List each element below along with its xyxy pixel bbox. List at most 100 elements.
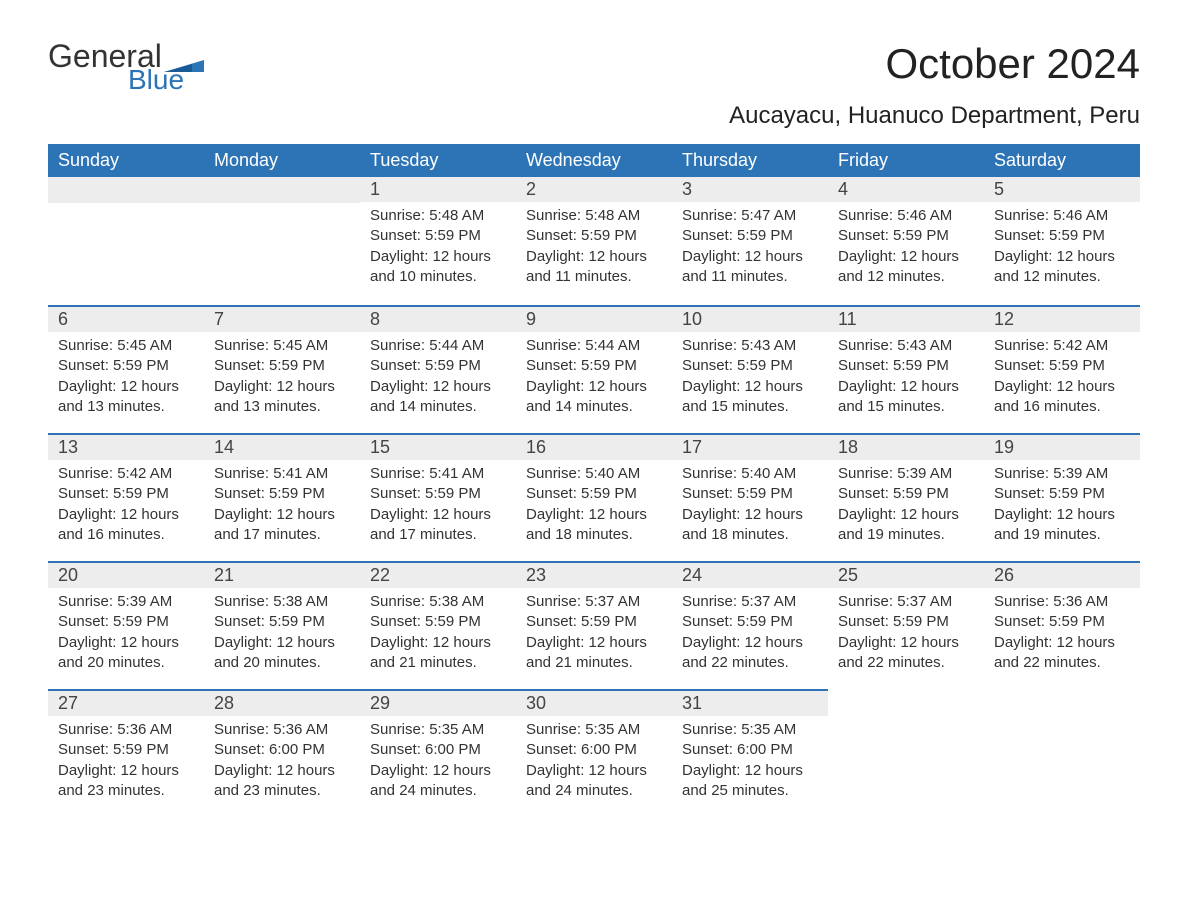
sunrise-line: Sunrise: 5:37 AM <box>526 592 662 612</box>
day-header: Saturday <box>984 144 1140 177</box>
day-body: Sunrise: 5:41 AMSunset: 5:59 PMDaylight:… <box>360 460 516 555</box>
day-body: Sunrise: 5:40 AMSunset: 5:59 PMDaylight:… <box>516 460 672 555</box>
calendar-week-row: 1Sunrise: 5:48 AMSunset: 5:59 PMDaylight… <box>48 177 1140 305</box>
sunset-line: Sunset: 5:59 PM <box>838 612 974 632</box>
empty-day-bar <box>204 177 360 203</box>
calendar-cell: 15Sunrise: 5:41 AMSunset: 5:59 PMDayligh… <box>360 433 516 561</box>
calendar-cell: 29Sunrise: 5:35 AMSunset: 6:00 PMDayligh… <box>360 689 516 817</box>
daylight-line: Daylight: 12 hours and 13 minutes. <box>58 377 194 418</box>
daylight-line: Daylight: 12 hours and 10 minutes. <box>370 247 506 288</box>
day-number: 2 <box>516 177 672 202</box>
page-title: October 2024 <box>885 40 1140 88</box>
calendar-cell: 16Sunrise: 5:40 AMSunset: 5:59 PMDayligh… <box>516 433 672 561</box>
daylight-line: Daylight: 12 hours and 18 minutes. <box>526 505 662 546</box>
calendar-cell <box>828 689 984 817</box>
sunset-line: Sunset: 5:59 PM <box>214 484 350 504</box>
sunset-line: Sunset: 5:59 PM <box>58 740 194 760</box>
empty-day-bar <box>48 177 204 203</box>
page-header: General Blue October 2024 <box>48 40 1140 94</box>
sunset-line: Sunset: 5:59 PM <box>994 612 1130 632</box>
calendar-cell: 6Sunrise: 5:45 AMSunset: 5:59 PMDaylight… <box>48 305 204 433</box>
calendar-cell: 25Sunrise: 5:37 AMSunset: 5:59 PMDayligh… <box>828 561 984 689</box>
day-number: 19 <box>984 433 1140 460</box>
daylight-line: Daylight: 12 hours and 16 minutes. <box>994 377 1130 418</box>
logo: General Blue <box>48 40 204 94</box>
sunrise-line: Sunrise: 5:35 AM <box>682 720 818 740</box>
calendar-cell: 10Sunrise: 5:43 AMSunset: 5:59 PMDayligh… <box>672 305 828 433</box>
daylight-line: Daylight: 12 hours and 12 minutes. <box>994 247 1130 288</box>
sunrise-line: Sunrise: 5:38 AM <box>214 592 350 612</box>
sunset-line: Sunset: 6:00 PM <box>682 740 818 760</box>
calendar-cell: 11Sunrise: 5:43 AMSunset: 5:59 PMDayligh… <box>828 305 984 433</box>
daylight-line: Daylight: 12 hours and 22 minutes. <box>994 633 1130 674</box>
day-number: 28 <box>204 689 360 716</box>
day-number: 8 <box>360 305 516 332</box>
daylight-line: Daylight: 12 hours and 24 minutes. <box>370 761 506 802</box>
day-header-row: Sunday Monday Tuesday Wednesday Thursday… <box>48 144 1140 177</box>
daylight-line: Daylight: 12 hours and 12 minutes. <box>838 247 974 288</box>
sunset-line: Sunset: 5:59 PM <box>526 612 662 632</box>
sunrise-line: Sunrise: 5:38 AM <box>370 592 506 612</box>
sunrise-line: Sunrise: 5:48 AM <box>526 206 662 226</box>
sunset-line: Sunset: 5:59 PM <box>682 484 818 504</box>
calendar-cell: 14 Sunrise: 5:41 AMSunset: 5:59 PMDayligh… <box>204 433 360 561</box>
calendar-cell <box>984 689 1140 817</box>
sunset-line: Sunset: 5:59 PM <box>994 226 1130 246</box>
day-header: Thursday <box>672 144 828 177</box>
sunrise-line: Sunrise: 5:44 AM <box>370 336 506 356</box>
calendar-cell: 30Sunrise: 5:35 AMSunset: 6:00 PMDayligh… <box>516 689 672 817</box>
sunrise-line: Sunrise: 5:40 AM <box>682 464 818 484</box>
daylight-line: Daylight: 12 hours and 14 minutes. <box>526 377 662 418</box>
day-body: Sunrise: 5:36 AMSunset: 6:00 PMDaylight:… <box>204 716 360 811</box>
sunrise-line: Sunrise: 5:39 AM <box>58 592 194 612</box>
sunset-line: Sunset: 5:59 PM <box>58 484 194 504</box>
sunrise-line: Sunrise: 5:42 AM <box>58 464 194 484</box>
sunset-line: Sunset: 5:59 PM <box>838 356 974 376</box>
sunrise-line: Sunrise: 5:36 AM <box>58 720 194 740</box>
day-number: 14 <box>204 433 360 460</box>
calendar-cell: 21Sunrise: 5:38 AMSunset: 5:59 PMDayligh… <box>204 561 360 689</box>
day-number: 12 <box>984 305 1140 332</box>
sunset-line: Sunset: 5:59 PM <box>526 356 662 376</box>
day-body: Sunrise: 5:36 AMSunset: 5:59 PMDaylight:… <box>48 716 204 811</box>
day-number: 15 <box>360 433 516 460</box>
day-number: 30 <box>516 689 672 716</box>
day-body: Sunrise: 5:38 AMSunset: 5:59 PMDaylight:… <box>360 588 516 683</box>
daylight-line: Daylight: 12 hours and 20 minutes. <box>214 633 350 674</box>
sunset-line: Sunset: 5:59 PM <box>682 356 818 376</box>
sunset-line: Sunset: 5:59 PM <box>526 226 662 246</box>
day-header: Wednesday <box>516 144 672 177</box>
day-body: Sunrise: 5:37 AMSunset: 5:59 PMDaylight:… <box>672 588 828 683</box>
daylight-line: Daylight: 12 hours and 17 minutes. <box>214 505 350 546</box>
sunset-line: Sunset: 5:59 PM <box>838 226 974 246</box>
calendar-cell: 8Sunrise: 5:44 AMSunset: 5:59 PMDaylight… <box>360 305 516 433</box>
calendar-cell: 1Sunrise: 5:48 AMSunset: 5:59 PMDaylight… <box>360 177 516 305</box>
sunset-line: Sunset: 6:00 PM <box>526 740 662 760</box>
daylight-line: Daylight: 12 hours and 19 minutes. <box>994 505 1130 546</box>
day-number: 27 <box>48 689 204 716</box>
day-number: 26 <box>984 561 1140 588</box>
day-body: Sunrise: 5:35 AMSunset: 6:00 PMDaylight:… <box>672 716 828 811</box>
day-body: Sunrise: 5:38 AMSunset: 5:59 PMDaylight:… <box>204 588 360 683</box>
day-header: Friday <box>828 144 984 177</box>
sunset-line: Sunset: 5:59 PM <box>526 484 662 504</box>
sunset-line: Sunset: 5:59 PM <box>682 226 818 246</box>
day-header: Tuesday <box>360 144 516 177</box>
calendar-cell: 24Sunrise: 5:37 AMSunset: 5:59 PMDayligh… <box>672 561 828 689</box>
day-number: 20 <box>48 561 204 588</box>
sunrise-line: Sunrise: 5:41 AM <box>214 464 350 484</box>
day-body: Sunrise: 5:48 AMSunset: 5:59 PMDaylight:… <box>360 202 516 297</box>
calendar-cell: 4Sunrise: 5:46 AMSunset: 5:59 PMDaylight… <box>828 177 984 305</box>
daylight-line: Daylight: 12 hours and 22 minutes. <box>682 633 818 674</box>
logo-word-blue: Blue <box>128 66 204 94</box>
daylight-line: Daylight: 12 hours and 15 minutes. <box>682 377 818 418</box>
day-number: 13 <box>48 433 204 460</box>
day-body: Sunrise: 5:42 AMSunset: 5:59 PMDaylight:… <box>48 460 204 555</box>
sunset-line: Sunset: 5:59 PM <box>370 612 506 632</box>
day-body: Sunrise: 5:43 AMSunset: 5:59 PMDaylight:… <box>828 332 984 427</box>
day-number: 6 <box>48 305 204 332</box>
day-number: 10 <box>672 305 828 332</box>
calendar-cell: 18Sunrise: 5:39 AMSunset: 5:59 PMDayligh… <box>828 433 984 561</box>
calendar-week-row: 20Sunrise: 5:39 AMSunset: 5:59 PMDayligh… <box>48 561 1140 689</box>
sunrise-line: Sunrise: 5:36 AM <box>994 592 1130 612</box>
